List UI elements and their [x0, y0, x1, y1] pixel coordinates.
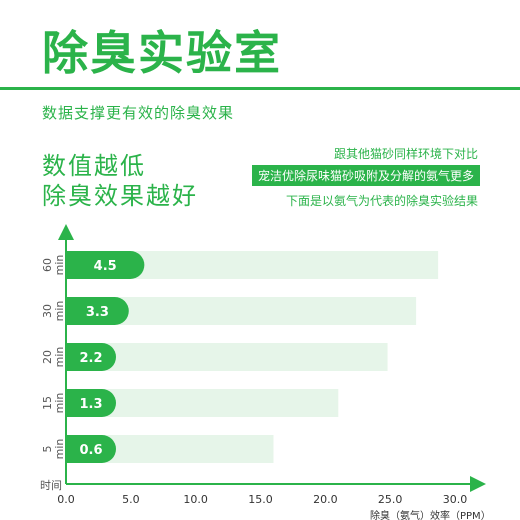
x-tick-label: 30.0	[443, 493, 468, 506]
y-category-unit: min	[53, 301, 66, 322]
y-category-unit: min	[53, 347, 66, 368]
bar-value-label: 1.3	[79, 397, 102, 412]
value-bar-cap	[66, 343, 80, 371]
value-bar-cap	[66, 435, 80, 463]
y-axis-label: 时间	[40, 479, 62, 492]
slogan-line-2: 除臭效果越好	[42, 182, 198, 210]
x-tick-label: 10.0	[183, 493, 208, 506]
x-tick-label: 0.0	[57, 493, 75, 506]
slogan-line-1: 数值越低	[42, 152, 146, 180]
y-category-label: 5	[41, 446, 54, 453]
reference-bar	[66, 343, 388, 371]
y-category-label: 30	[41, 304, 54, 318]
page-subtitle: 数据支撑更有效的除臭效果	[42, 104, 235, 122]
y-category-label: 20	[41, 350, 54, 364]
experiment-note: 下面是以氨气为代表的除臭实验结果	[285, 194, 478, 208]
y-category-unit: min	[53, 255, 66, 276]
x-tick-label: 20.0	[313, 493, 338, 506]
y-category-label: 60	[41, 258, 54, 272]
x-tick-label: 15.0	[248, 493, 273, 506]
value-bar-cap	[66, 389, 80, 417]
bar-value-label: 4.5	[94, 259, 117, 274]
y-category-unit: min	[53, 439, 66, 460]
highlight-note: 宠洁优除尿味猫砂吸附及分解的氨气更多	[251, 165, 480, 186]
y-category-label: 15	[41, 396, 54, 410]
title-divider	[0, 87, 520, 90]
value-bar	[66, 297, 129, 325]
value-bar-cap	[66, 297, 80, 325]
x-tick-label: 5.0	[122, 493, 140, 506]
x-tick-label: 25.0	[378, 493, 403, 506]
comparison-note: 跟其他猫砂同样环境下对比	[333, 147, 478, 161]
bar-value-label: 3.3	[86, 305, 109, 320]
y-category-unit: min	[53, 393, 66, 414]
value-bar	[66, 251, 145, 279]
bar-value-label: 0.6	[79, 443, 102, 458]
value-bar-cap	[66, 251, 80, 279]
x-axis-label: 除臭（氨气）效率（PPM）	[370, 509, 491, 520]
bar-value-label: 2.2	[79, 351, 102, 366]
page-title: 除臭实验室	[42, 26, 282, 80]
